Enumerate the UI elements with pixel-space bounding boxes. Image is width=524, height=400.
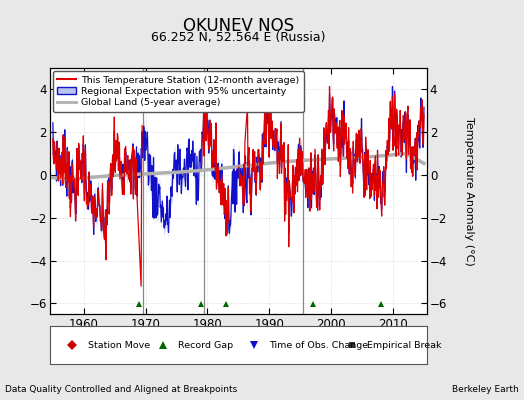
Legend: This Temperature Station (12-month average), Regional Expectation with 95% uncer: This Temperature Station (12-month avera… <box>52 71 304 112</box>
Text: Station Move: Station Move <box>88 340 150 350</box>
Text: Record Gap: Record Gap <box>178 340 233 350</box>
Text: Berkeley Earth: Berkeley Earth <box>452 385 519 394</box>
Text: Time of Obs. Change: Time of Obs. Change <box>269 340 368 350</box>
Text: 66.252 N, 52.564 E (Russia): 66.252 N, 52.564 E (Russia) <box>151 31 326 44</box>
Text: OKUNEV NOS: OKUNEV NOS <box>183 17 294 35</box>
Text: Data Quality Controlled and Aligned at Breakpoints: Data Quality Controlled and Aligned at B… <box>5 385 237 394</box>
Text: Empirical Break: Empirical Break <box>367 340 441 350</box>
Y-axis label: Temperature Anomaly (°C): Temperature Anomaly (°C) <box>464 117 474 265</box>
